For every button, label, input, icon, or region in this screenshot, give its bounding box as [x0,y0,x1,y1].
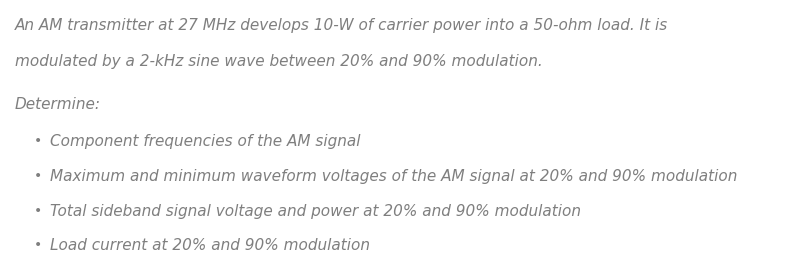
Text: Total sideband signal voltage and power at 20% and 90% modulation: Total sideband signal voltage and power … [50,204,581,219]
Text: modulated by a 2-kHz sine wave between 20% and 90% modulation.: modulated by a 2-kHz sine wave between 2… [15,54,542,69]
Text: •: • [34,134,42,148]
Text: An AM transmitter at 27 MHz develops 10-W of carrier power into a 50-ohm load. I: An AM transmitter at 27 MHz develops 10-… [15,18,667,33]
Text: Component frequencies of the AM signal: Component frequencies of the AM signal [50,134,361,150]
Text: •: • [34,238,42,252]
Text: •: • [34,204,42,218]
Text: •: • [34,169,42,183]
Text: Maximum and minimum waveform voltages of the AM signal at 20% and 90% modulation: Maximum and minimum waveform voltages of… [50,169,738,184]
Text: Load current at 20% and 90% modulation: Load current at 20% and 90% modulation [50,238,370,253]
Text: Determine:: Determine: [15,97,101,112]
